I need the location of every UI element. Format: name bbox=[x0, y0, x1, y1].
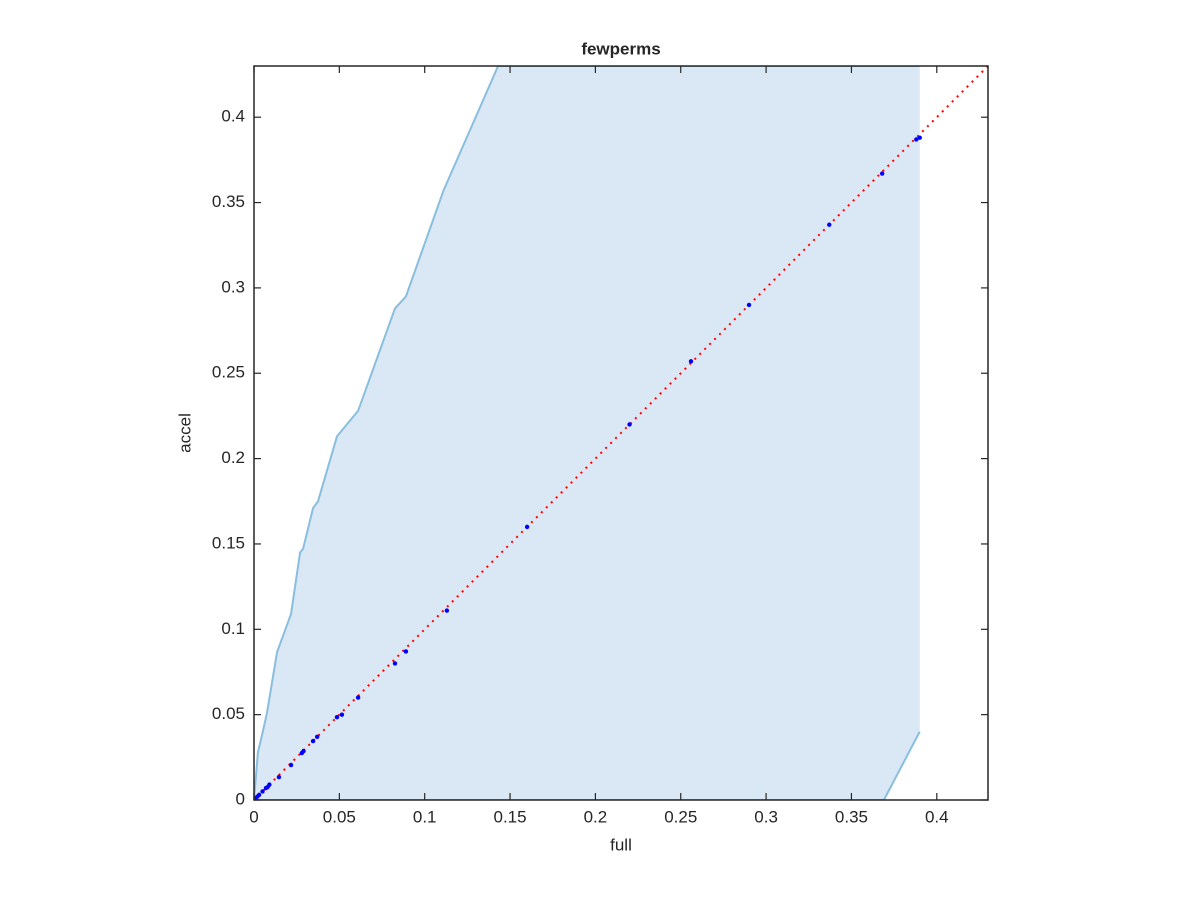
y-tick-label: 0.15 bbox=[212, 533, 245, 552]
y-tick-label: 0.05 bbox=[212, 704, 245, 723]
point bbox=[914, 137, 919, 142]
point bbox=[827, 222, 832, 227]
y-tick-label: 0 bbox=[236, 789, 245, 808]
point bbox=[301, 748, 306, 754]
x-tick-label: 0.4 bbox=[925, 807, 949, 826]
point bbox=[334, 715, 340, 720]
point bbox=[314, 734, 320, 740]
y-tick-label: 0.35 bbox=[212, 192, 245, 211]
x-tick-label: 0.1 bbox=[413, 807, 437, 826]
y-tick-label: 0.4 bbox=[221, 107, 245, 126]
point bbox=[355, 695, 361, 700]
point bbox=[917, 135, 922, 140]
x-tick-label: 0.2 bbox=[584, 807, 608, 826]
band-fill bbox=[254, 66, 920, 800]
point bbox=[260, 789, 265, 794]
x-tick-label: 0.35 bbox=[835, 807, 868, 826]
y-tick-label: 0.25 bbox=[212, 363, 245, 382]
point bbox=[392, 661, 398, 666]
x-tick-label: 0.05 bbox=[323, 807, 356, 826]
band-upper-edge bbox=[254, 66, 920, 800]
axes-box bbox=[253, 65, 989, 801]
x-tick-label: 0 bbox=[249, 807, 258, 826]
point bbox=[288, 762, 294, 768]
y-tick-label: 0.2 bbox=[221, 448, 245, 467]
point bbox=[267, 782, 272, 787]
x-tick-label: 0.15 bbox=[493, 807, 526, 826]
y-tick-label: 0.3 bbox=[221, 277, 245, 296]
point bbox=[310, 738, 316, 744]
x-axis-label: full bbox=[610, 835, 632, 854]
x-tick-label: 0.25 bbox=[664, 807, 697, 826]
point bbox=[403, 649, 409, 654]
reference-line bbox=[254, 66, 988, 800]
y-tick-label: 0.1 bbox=[221, 619, 245, 638]
y-axis-label: accel bbox=[175, 413, 194, 453]
point bbox=[276, 774, 282, 780]
chart-title: fewperms bbox=[581, 39, 660, 58]
point bbox=[688, 359, 694, 364]
point bbox=[444, 608, 450, 613]
plot-area bbox=[254, 66, 988, 800]
x-tick-label: 0.3 bbox=[754, 807, 778, 826]
point bbox=[879, 171, 885, 176]
point bbox=[627, 422, 632, 427]
point bbox=[746, 302, 752, 308]
point bbox=[339, 712, 345, 717]
band-lower-edge bbox=[254, 731, 921, 800]
point bbox=[524, 524, 530, 530]
point bbox=[256, 792, 262, 798]
